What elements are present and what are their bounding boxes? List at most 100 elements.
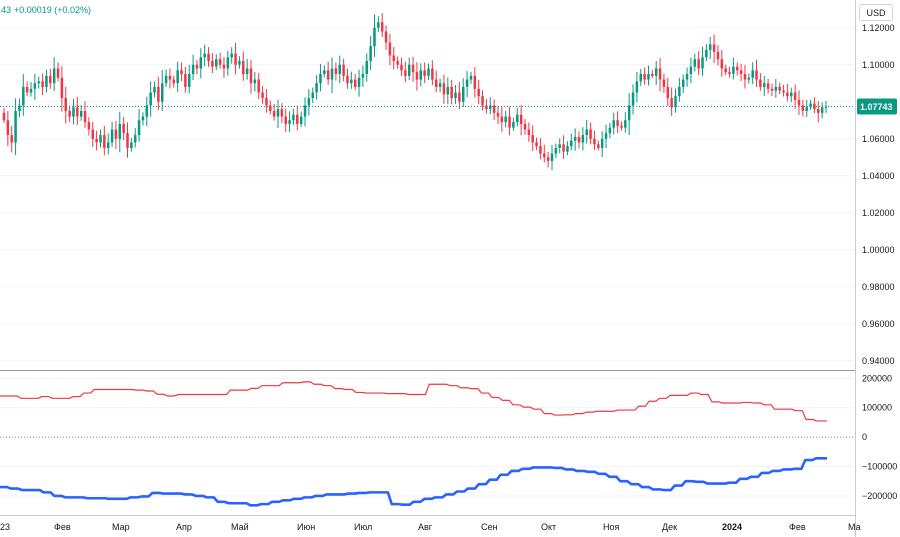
candle-body	[176, 70, 179, 84]
candle-body	[770, 88, 774, 91]
candle-body	[346, 75, 349, 84]
candle-body	[392, 55, 396, 62]
candle-body	[500, 116, 504, 123]
candle-body	[766, 83, 770, 89]
x-tick-label: Май	[231, 522, 249, 532]
candle-body	[172, 79, 176, 84]
last-price-badge	[857, 98, 897, 115]
candle-body	[631, 92, 635, 106]
candle-body	[755, 70, 758, 80]
candle-body	[516, 114, 519, 123]
candle-body	[311, 92, 314, 99]
candle-body	[184, 74, 187, 87]
candle-body	[56, 68, 60, 78]
candle-body	[365, 61, 369, 74]
candle-body	[797, 99, 801, 106]
price-y-tick-label: 1.00000	[862, 245, 895, 255]
candle-body	[681, 79, 685, 87]
candle-body	[651, 74, 654, 76]
candle-body	[801, 105, 805, 111]
candle-body	[68, 111, 71, 117]
candle-body	[52, 68, 56, 84]
currency-button[interactable]: USD	[859, 4, 893, 21]
candle-body	[720, 59, 724, 69]
candle-body	[288, 120, 291, 124]
candle-body	[400, 64, 403, 71]
candle-body	[415, 72, 419, 80]
candle-body	[168, 75, 172, 80]
x-tick-label: Июн	[297, 522, 315, 532]
candle-body	[180, 70, 183, 74]
candle-body	[546, 157, 550, 161]
candle-body	[805, 107, 808, 111]
x-tick-label: 23	[0, 522, 10, 532]
candle-body	[226, 57, 230, 69]
candle-body	[620, 125, 623, 128]
candle-body	[404, 70, 407, 76]
candle-body	[616, 120, 619, 126]
candle-body	[60, 77, 64, 99]
candle-body	[550, 153, 554, 161]
candle-body	[411, 64, 415, 73]
candle-body	[477, 88, 480, 97]
candle-body	[234, 53, 237, 65]
candle-body	[350, 79, 353, 84]
candle-body	[658, 68, 662, 80]
candle-body	[693, 59, 697, 67]
candle-body	[203, 53, 206, 58]
candle-body	[666, 86, 670, 99]
candle-body	[539, 146, 542, 154]
candle-body	[87, 122, 91, 130]
candle-body	[207, 53, 210, 62]
net-short-line	[0, 456, 827, 507]
candle-body	[25, 86, 29, 93]
x-tick-label: Дек	[662, 522, 677, 532]
candle-body	[160, 83, 164, 102]
candle-body	[257, 79, 260, 93]
positions-lines	[0, 381, 827, 507]
candle-body	[230, 53, 233, 58]
candle-body	[527, 129, 531, 136]
net-long-line	[0, 381, 827, 422]
candle-body	[133, 135, 137, 143]
candle-body	[627, 105, 631, 121]
candle-body	[735, 66, 739, 71]
x-tick-label: 2024	[722, 522, 742, 532]
candle-body	[153, 86, 156, 93]
candle-body	[608, 127, 612, 134]
candle-body	[554, 148, 558, 154]
candle-body	[6, 120, 10, 136]
candle-body	[570, 140, 573, 147]
candle-body	[461, 86, 465, 102]
candle-body	[76, 107, 79, 117]
candle-body	[388, 42, 392, 56]
candle-body	[778, 86, 781, 91]
candle-body	[519, 114, 523, 124]
candle-body	[562, 144, 565, 152]
candle-body	[222, 64, 226, 69]
candle-body	[272, 111, 276, 117]
x-tick-label: Мар	[112, 522, 130, 532]
candle-body	[238, 61, 241, 65]
price-grid	[0, 27, 854, 362]
candle-body	[149, 92, 152, 106]
candle-body	[751, 70, 754, 78]
price-y-tick-label: 1.06000	[862, 134, 895, 144]
candle-body	[678, 86, 681, 97]
candle-body	[95, 138, 98, 143]
candle-body	[817, 109, 820, 113]
candle-body	[600, 138, 604, 148]
candle-body	[728, 72, 731, 74]
candle-body	[458, 92, 461, 102]
candle-body	[130, 142, 133, 148]
candle-body	[280, 109, 284, 117]
candle-body	[639, 74, 643, 82]
x-tick-label: Апр	[176, 522, 192, 532]
candle-body	[187, 74, 191, 87]
candle-body	[774, 86, 778, 91]
candle-body	[809, 103, 812, 108]
candle-body	[743, 74, 747, 80]
candle-body	[49, 75, 52, 84]
